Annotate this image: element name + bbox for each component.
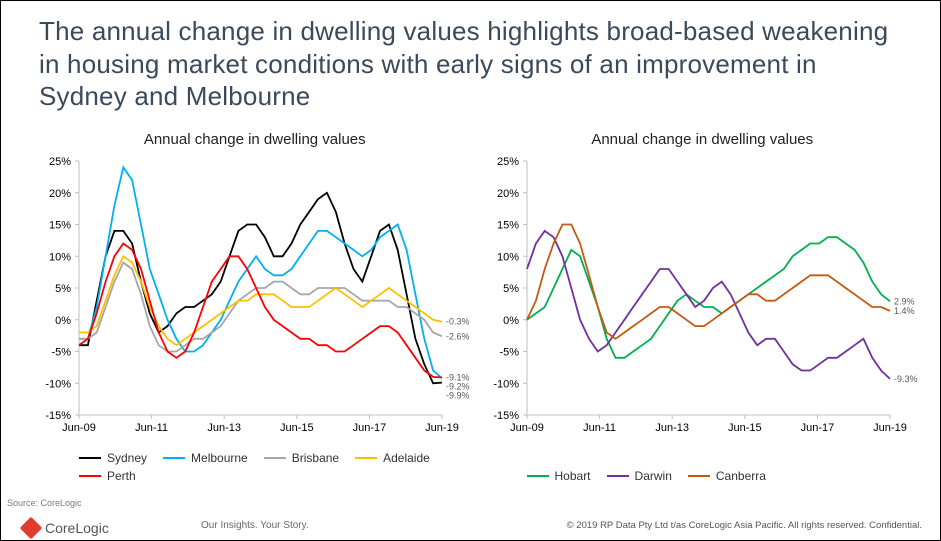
legend-item-perth: Perth: [79, 469, 136, 483]
legend-item-brisbane: Brisbane: [264, 451, 339, 465]
legend-label: Perth: [107, 469, 136, 483]
svg-text:-5%: -5%: [51, 347, 71, 359]
svg-text:10%: 10%: [496, 251, 518, 263]
source-text: Source: CoreLogic: [7, 498, 82, 508]
svg-text:Jun-15: Jun-15: [727, 422, 761, 434]
svg-text:5%: 5%: [55, 283, 71, 295]
svg-text:Jun-15: Jun-15: [280, 422, 314, 434]
svg-text:25%: 25%: [496, 156, 518, 168]
svg-text:Jun-19: Jun-19: [425, 422, 459, 434]
legend-label: Canberra: [716, 469, 766, 483]
brand-icon: [20, 517, 43, 540]
legend-item-canberra: Canberra: [688, 469, 766, 483]
svg-text:-0.3%: -0.3%: [446, 317, 470, 327]
legend-item-melbourne: Melbourne: [163, 451, 248, 465]
legend-swatch: [79, 457, 101, 459]
svg-text:Jun-13: Jun-13: [207, 422, 241, 434]
svg-text:Jun-17: Jun-17: [353, 422, 387, 434]
legend-swatch: [79, 475, 101, 477]
svg-text:Jun-09: Jun-09: [62, 422, 96, 434]
svg-text:0%: 0%: [55, 315, 71, 327]
svg-text:5%: 5%: [503, 283, 519, 295]
svg-text:-2.6%: -2.6%: [446, 331, 470, 341]
svg-text:1.4%: 1.4%: [894, 306, 915, 316]
chart-left: -15% -10% -5% 0% 5% 10% 15% 20% 25% Jun-09 Jun-11 J…: [31, 153, 478, 443]
svg-text:Jun-11: Jun-11: [135, 422, 168, 434]
legend-label: Adelaide: [383, 451, 430, 465]
legend-left: Sydney Melbourne Brisbane Adelaide Perth: [79, 451, 479, 483]
legend-label: Sydney: [107, 451, 147, 465]
svg-text:Jun-11: Jun-11: [583, 422, 616, 434]
svg-text:15%: 15%: [496, 220, 518, 232]
svg-text:25%: 25%: [49, 156, 71, 168]
svg-text:20%: 20%: [496, 188, 518, 200]
svg-text:2.9%: 2.9%: [894, 296, 915, 306]
svg-text:0%: 0%: [503, 315, 519, 327]
legend-item-hobart: Hobart: [527, 469, 591, 483]
svg-text:20%: 20%: [49, 188, 71, 200]
footer: CoreLogic Our Insights. Your Story. © 20…: [1, 510, 940, 540]
legend-item-adelaide: Adelaide: [355, 451, 430, 465]
panel-left-title: Annual change in dwelling values: [31, 131, 479, 148]
svg-text:-10%: -10%: [45, 378, 71, 390]
brand-logo: CoreLogic: [23, 520, 109, 536]
legend-label: Melbourne: [191, 451, 248, 465]
panel-left: Annual change in dwelling values -15% -10…: [31, 131, 479, 491]
svg-text:-10%: -10%: [493, 378, 519, 390]
panel-right: Annual change in dwelling values -15% -10…: [479, 131, 927, 491]
legend-item-sydney: Sydney: [79, 451, 147, 465]
svg-text:-9.3%: -9.3%: [894, 374, 918, 384]
brand-name: CoreLogic: [45, 520, 109, 536]
svg-text:10%: 10%: [49, 251, 71, 263]
chart-row: Annual change in dwelling values -15% -10…: [31, 131, 926, 491]
legend-label: Brisbane: [292, 451, 339, 465]
svg-text:Jun-19: Jun-19: [873, 422, 907, 434]
svg-text:-15%: -15%: [45, 410, 71, 422]
svg-text:-15%: -15%: [493, 410, 519, 422]
svg-text:Jun-13: Jun-13: [655, 422, 689, 434]
svg-text:15%: 15%: [49, 220, 71, 232]
legend-swatch: [355, 457, 377, 459]
svg-text:-5%: -5%: [499, 347, 519, 359]
svg-text:Jun-09: Jun-09: [510, 422, 544, 434]
legend-swatch: [264, 457, 286, 459]
svg-text:Jun-17: Jun-17: [800, 422, 834, 434]
page-title: The annual change in dwelling values hig…: [39, 15, 909, 113]
brand-tagline: Our Insights. Your Story.: [201, 520, 309, 531]
panel-right-title: Annual change in dwelling values: [479, 131, 927, 148]
legend-right: Hobart Darwin Canberra: [527, 469, 766, 483]
copyright-text: © 2019 RP Data Pty Ltd t/as CoreLogic As…: [567, 520, 922, 531]
legend-item-darwin: Darwin: [607, 469, 672, 483]
svg-text:-9.9%: -9.9%: [446, 391, 470, 401]
legend-label: Darwin: [635, 469, 672, 483]
legend-label: Hobart: [555, 469, 591, 483]
legend-swatch: [688, 475, 710, 477]
legend-swatch: [527, 475, 549, 477]
chart-right: -15% -10% -5% 0% 5% 10% 15% 20% 25% Jun-09 Jun-11 J…: [479, 153, 926, 443]
legend-swatch: [163, 457, 185, 459]
legend-swatch: [607, 475, 629, 477]
